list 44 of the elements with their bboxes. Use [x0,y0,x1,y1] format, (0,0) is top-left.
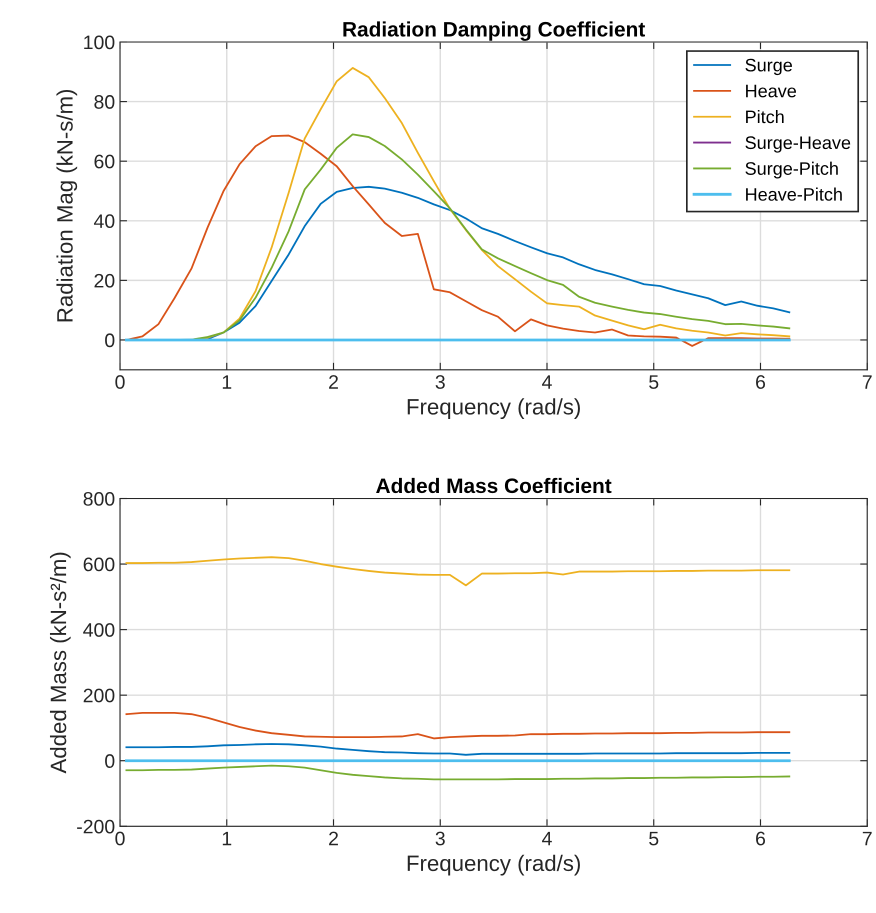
x-tick-label: 1 [222,832,232,846]
y-tick-label: 0 [105,754,114,768]
x-tick-label: 0 [115,375,125,389]
line-series [126,556,790,586]
legend-label: Surge [745,58,792,76]
x-tick-label: 3 [436,832,445,846]
y-tick-label: 800 [84,492,114,506]
legend-label: Heave [746,84,796,98]
x-tick-label: 2 [329,375,338,389]
x-axis-title: Frequency (rad/s) [408,854,580,876]
y-tick-label: 0 [105,333,114,348]
x-axis-title: Frequency (rad/s) [408,398,580,420]
line-series [126,712,790,740]
x-tick-label: 7 [862,375,872,389]
y-tick-label: 200 [84,688,114,702]
y-tick-label: 80 [94,95,114,109]
chart-title: Radiation Damping Coefficient [343,21,646,41]
line-series [126,743,790,756]
y-tick-label: 600 [84,558,114,572]
x-tick-label: 0 [115,832,125,846]
chart-title: Added Mass Coefficient [376,478,612,494]
x-tick-label: 5 [649,375,658,389]
legend-label: Surge-Pitch [745,162,838,179]
x-tick-label: 3 [436,375,445,389]
x-tick-label: 2 [329,832,338,846]
y-tick-label: 100 [84,35,114,50]
y-axis-title: Added Mass (kN-s²/m) [50,552,71,774]
x-tick-label: 6 [756,832,766,846]
y-tick-label: 60 [94,154,114,168]
line-series [126,764,790,780]
legend-label: Surge-Heave [745,136,850,153]
y-tick-label: -200 [77,820,114,834]
x-tick-label: 7 [862,832,872,846]
x-tick-label: 4 [542,832,552,846]
y-axis-title: Radiation Mag (kN-s/m) [56,90,78,322]
y-tick-label: 400 [83,623,114,637]
x-tick-label: 6 [756,375,766,389]
y-tick-label: 20 [94,274,114,288]
y-tick-label: 40 [94,214,114,228]
x-tick-label: 5 [649,832,658,846]
legend-label: Pitch [746,110,784,124]
legend-label: Heave-Pitch [746,188,842,201]
x-tick-label: 4 [542,375,552,389]
x-tick-label: 1 [222,375,232,389]
